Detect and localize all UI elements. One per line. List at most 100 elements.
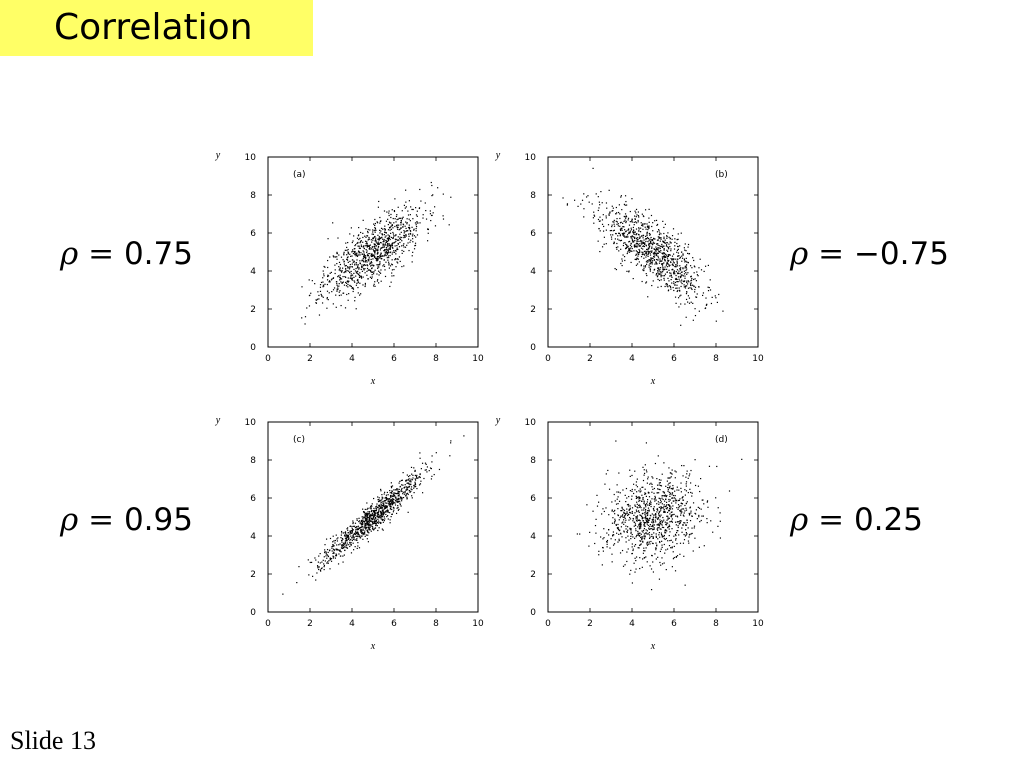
data-point [646,251,648,253]
data-point [648,504,651,506]
data-point [626,245,628,247]
data-point [647,237,650,240]
data-point [663,535,665,538]
data-point [661,563,664,565]
data-point [318,555,320,557]
data-point [358,527,360,530]
data-point [347,251,349,253]
data-point [385,254,387,257]
data-point [669,508,672,510]
data-point [641,280,643,283]
data-point [662,491,664,493]
data-point [376,506,378,508]
data-point [652,222,654,224]
data-point [648,264,650,266]
data-point [375,519,377,521]
data-point [414,486,416,488]
data-point [367,259,369,261]
points-group [301,181,452,325]
data-point [642,245,644,247]
data-point [614,539,616,541]
data-point [602,538,604,540]
data-point [359,272,361,274]
data-point [633,231,635,233]
data-point [381,498,383,500]
data-point [366,261,368,263]
data-point [360,245,363,248]
data-point [669,505,671,508]
data-point [675,539,677,541]
data-point [658,230,660,232]
data-point [668,269,670,271]
data-point [326,562,328,564]
data-point [355,531,357,533]
data-point [658,514,660,516]
data-point [623,511,625,513]
data-point [659,260,661,262]
data-point [346,254,348,256]
data-point [370,248,373,250]
data-point [658,247,660,249]
data-point [396,239,399,241]
data-point [599,216,601,218]
data-point [382,228,384,230]
data-point [643,517,645,519]
data-point [384,502,386,504]
data-point [674,470,676,472]
data-point [410,478,412,480]
points-group [282,435,465,595]
data-point [623,516,625,518]
data-point [371,271,373,273]
data-point [637,221,639,223]
data-point [339,274,341,276]
data-point [635,516,637,518]
data-point [657,278,659,281]
data-point [635,264,638,266]
data-point [410,239,412,241]
data-point [646,514,649,517]
data-point [408,489,411,492]
data-point [587,195,589,197]
data-point [370,258,372,261]
data-point [408,485,411,487]
data-point [406,492,409,494]
data-point [666,256,669,258]
data-point [362,219,364,221]
data-point [403,246,405,248]
data-point [619,234,621,236]
y-tick-label: 0 [250,343,256,353]
data-point [393,250,395,252]
data-point [662,220,664,222]
data-point [380,499,382,501]
data-point [642,479,645,482]
data-point [375,524,377,527]
data-point [674,477,676,479]
data-point [685,476,687,478]
data-point [396,248,398,251]
data-point [389,247,391,250]
data-point [623,203,626,205]
data-point [638,547,640,549]
x-tick-label: 2 [587,619,593,629]
data-point [346,528,348,530]
data-point [379,237,381,239]
data-point [371,525,373,527]
data-point [690,510,692,512]
data-point [659,516,661,518]
data-point [676,499,678,501]
data-point [373,515,375,517]
data-point [392,247,394,249]
data-point [622,514,624,516]
data-point [348,280,350,282]
data-point [681,255,683,257]
data-point [306,307,308,309]
data-point [367,265,369,267]
data-point [629,511,631,513]
data-point [376,250,378,252]
data-point [670,487,672,490]
data-point [378,266,380,268]
data-point [648,537,651,539]
data-point [639,567,641,570]
data-point [629,230,631,232]
data-point [366,244,369,246]
